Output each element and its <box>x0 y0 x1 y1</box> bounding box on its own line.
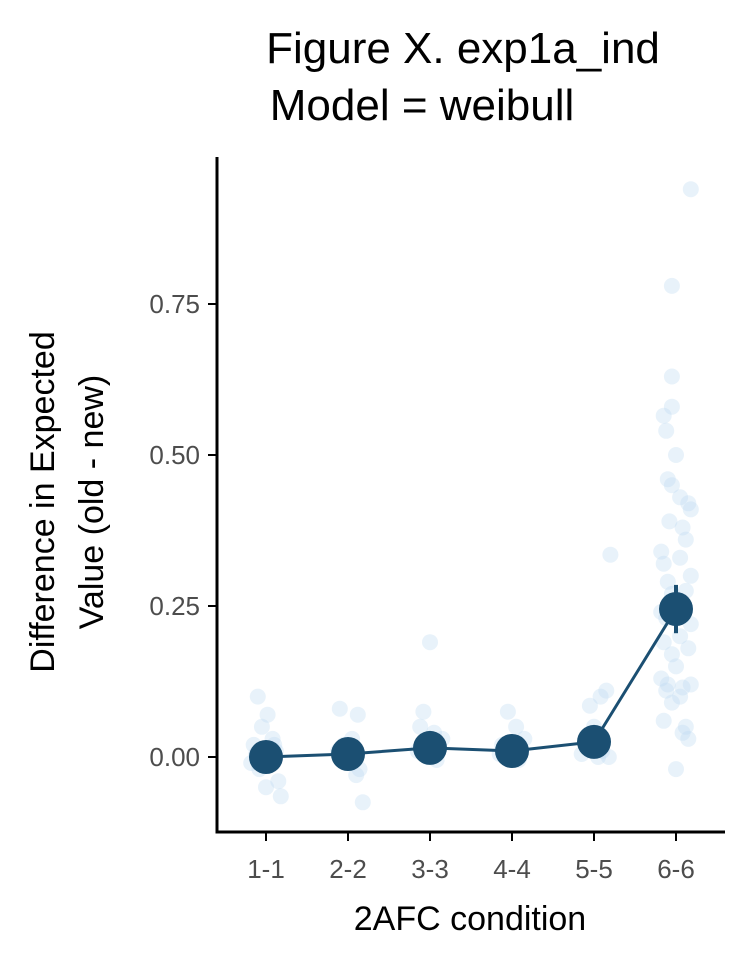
y-axis-label-line-2: Value (old - new) <box>73 375 111 630</box>
jitter-point <box>663 646 680 663</box>
jitter-point <box>602 546 619 563</box>
jitter-point <box>655 712 672 729</box>
y-axis-label-line-1: Difference in Expected <box>24 331 62 672</box>
x-tick-label: 4-4 <box>493 854 531 884</box>
jitter-point <box>663 477 680 494</box>
jitter-point <box>672 688 689 705</box>
jitter-point <box>663 277 680 294</box>
mean-point <box>249 740 283 774</box>
x-tick-label: 6-6 <box>657 854 695 884</box>
y-tick-label: 0.50 <box>149 440 200 470</box>
jitter-point <box>415 703 432 720</box>
mean-point <box>331 737 365 771</box>
jitter-point <box>680 730 697 747</box>
jitter-point <box>592 688 609 705</box>
y-axis-ticks: 0.00 0.25 0.50 0.75 <box>149 289 217 772</box>
jitter-point <box>499 703 516 720</box>
jitter-point <box>674 519 691 536</box>
jitter-point <box>655 555 672 572</box>
jitter-point <box>668 658 684 675</box>
jitter-point <box>653 670 670 687</box>
jitter-point <box>348 767 365 784</box>
jitter-point <box>253 718 270 735</box>
jitter-point <box>349 706 366 723</box>
x-axis-label: 2AFC condition <box>354 900 586 938</box>
jitter-point <box>272 788 289 805</box>
jitter-point <box>674 679 691 696</box>
jitter-point <box>682 567 699 584</box>
jitter-point <box>331 700 348 717</box>
jitter-point <box>663 368 680 385</box>
jitter-point <box>661 513 678 530</box>
jitter-point <box>422 634 438 651</box>
jitter-point <box>658 682 675 699</box>
jitter-point <box>680 640 697 657</box>
chart-title-line-1: Figure X. exp1a_ind <box>266 24 660 73</box>
chart-title-line-2: Model = weibull <box>270 81 575 130</box>
mean-points <box>249 584 693 774</box>
jitter-point <box>677 531 694 548</box>
mean-point <box>577 724 611 759</box>
jitter-point <box>581 697 598 714</box>
jitter-point <box>354 794 371 811</box>
jitter-point <box>659 676 676 693</box>
y-tick-label: 0.75 <box>149 289 200 319</box>
jitter-point <box>668 447 684 463</box>
jitter-point <box>682 181 699 198</box>
jitter-points <box>243 181 699 811</box>
y-tick-label: 0.25 <box>149 591 200 621</box>
y-axis-label: Difference in Expected Value (old - new) <box>24 331 111 672</box>
jitter-point <box>668 761 684 778</box>
jitter-point <box>249 688 266 705</box>
jitter-point <box>663 694 680 711</box>
x-tick-label: 3-3 <box>411 854 449 884</box>
jitter-point <box>412 718 429 735</box>
jitter-point <box>653 543 670 560</box>
x-tick-label: 2-2 <box>329 854 367 884</box>
jitter-point <box>663 398 680 415</box>
jitter-point <box>508 718 525 735</box>
y-tick-label: 0.00 <box>149 742 200 772</box>
jitter-point <box>682 676 699 693</box>
x-tick-label: 1-1 <box>247 854 285 884</box>
jitter-point <box>655 407 672 424</box>
mean-series-line <box>265 608 678 759</box>
jitter-point <box>659 573 676 590</box>
jitter-point <box>258 779 274 796</box>
jitter-point <box>674 724 691 741</box>
jitter-point <box>259 706 276 723</box>
jitter-point <box>677 718 694 735</box>
mean-point <box>413 730 447 765</box>
jitter-point <box>680 495 697 512</box>
jitter-point <box>598 682 615 699</box>
jitter-point <box>658 422 675 439</box>
x-axis-ticks: 1-1 2-2 3-3 4-4 5-5 6-6 <box>247 832 695 884</box>
jitter-point <box>270 773 287 790</box>
mean-line <box>265 608 678 759</box>
mean-point <box>495 734 529 768</box>
jitter-point <box>659 471 676 488</box>
jitter-point <box>682 501 699 518</box>
x-tick-label: 5-5 <box>575 854 613 884</box>
jitter-point <box>672 489 689 506</box>
jitter-point <box>672 549 689 566</box>
mean-point <box>659 592 693 626</box>
